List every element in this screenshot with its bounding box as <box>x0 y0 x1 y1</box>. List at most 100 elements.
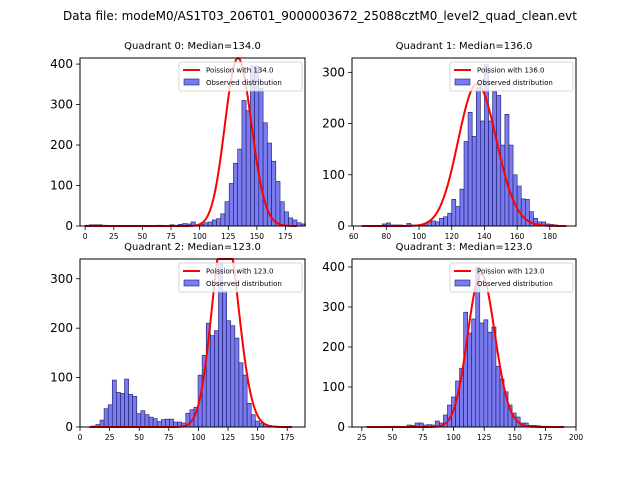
histogram-bar <box>226 320 232 428</box>
y-tick-label: 100 <box>322 380 345 394</box>
x-tick-label: 125 <box>477 433 492 442</box>
histogram-bar <box>237 148 243 227</box>
histogram-bar <box>479 322 485 428</box>
histogram-bar <box>238 362 244 428</box>
x-tick-label: 25 <box>357 433 367 442</box>
x-tick-label: 150 <box>250 433 265 442</box>
histogram-bar <box>430 220 436 227</box>
histogram-bar <box>214 330 219 428</box>
x-tick-label: 175 <box>280 433 295 442</box>
legend-label-observed: Observed distribution <box>477 79 553 87</box>
figure-suptitle: Data file: modeM0/AS1T03_206T01_90000036… <box>63 9 577 23</box>
histogram-bar <box>492 91 498 227</box>
histogram-bar <box>451 199 457 227</box>
histogram-bar <box>211 219 217 227</box>
histogram-bar <box>516 185 522 227</box>
axes-frame <box>351 57 577 227</box>
x-tick-label: 180 <box>543 232 558 241</box>
legend: Poission with 123.0 Observed distribution <box>178 262 303 293</box>
histogram-bar <box>103 408 109 428</box>
histogram-bar <box>107 404 113 428</box>
histogram-bar <box>504 114 510 227</box>
histogram-bar <box>245 110 251 227</box>
subplot-title: Quadrant 3: Median=123.0 <box>396 242 533 253</box>
y-tick-label: 200 <box>322 340 345 354</box>
histogram-bar <box>132 396 138 428</box>
x-tick-label: 150 <box>508 433 523 442</box>
subplot-quadrant-3: Quadrant 3: Median=123.0 0 100 200 300 400 25 5… <box>322 242 583 442</box>
x-tick-label: 50 <box>138 232 148 241</box>
x-tick-label: 75 <box>166 232 176 241</box>
histogram-bar <box>467 332 473 428</box>
x-tick-label: 100 <box>412 232 427 241</box>
axes-frame <box>79 57 306 227</box>
y-tick-label: 300 <box>50 272 73 286</box>
x-tick-label: 60 <box>349 232 359 241</box>
histogram-bar <box>242 374 248 428</box>
x-tick-label: 200 <box>569 433 584 442</box>
y-tick-label: 200 <box>50 321 73 335</box>
x-tick-label: 100 <box>446 433 461 442</box>
y-tick-label: 0 <box>65 219 73 233</box>
histogram-bar <box>508 144 514 227</box>
x-tick-label: 175 <box>278 232 293 241</box>
legend-label-observed: Observed distribution <box>206 280 282 288</box>
x-tick-label: 75 <box>418 433 428 442</box>
histogram-bar <box>165 418 170 428</box>
histogram-bar <box>283 211 289 227</box>
legend-box <box>449 262 574 293</box>
legend-bar-swatch <box>454 279 471 287</box>
y-tick-label: 300 <box>322 300 345 314</box>
subplot-title: Quadrant 1: Median=136.0 <box>396 41 533 52</box>
y-tick-label: 100 <box>50 371 73 385</box>
histogram-bar <box>152 418 158 428</box>
histogram-bar <box>262 122 268 227</box>
y-tick-label: 200 <box>50 138 73 152</box>
x-tick-label: 25 <box>109 232 119 241</box>
histogram-bar <box>435 221 440 227</box>
subplot-title: Quadrant 2: Median=123.0 <box>124 242 261 253</box>
x-tick-label: 100 <box>191 433 206 442</box>
histogram-bar <box>207 221 213 227</box>
axes-frame <box>79 258 306 428</box>
x-tick-label: 125 <box>221 433 236 442</box>
x-tick-label: 140 <box>477 232 492 241</box>
subplot-quadrant-1: Quadrant 1: Median=136.0 0 100 200 300 60 80 10… <box>322 41 577 241</box>
legend-bar-swatch <box>183 279 200 287</box>
y-tick-label: 100 <box>50 179 73 193</box>
histogram-bar <box>169 418 174 428</box>
legend: Poission with 123.0 Observed distribution <box>449 262 574 293</box>
y-tick-label: 0 <box>337 219 345 233</box>
legend-box <box>178 262 303 293</box>
histogram-bar <box>241 100 247 227</box>
legend-box <box>178 61 303 92</box>
histogram-bar <box>471 318 477 428</box>
histogram-bar <box>254 420 260 428</box>
histogram-bar <box>443 216 448 227</box>
x-tick-label: 50 <box>388 433 398 442</box>
histogram-bar <box>246 402 252 428</box>
histogram-bar <box>116 392 121 428</box>
x-tick-label: 75 <box>164 433 174 442</box>
histogram-bar <box>467 111 473 227</box>
y-tick-label: 300 <box>322 65 345 79</box>
histogram-bar <box>275 181 281 227</box>
histogram-bar <box>120 393 125 428</box>
x-tick-label: 50 <box>134 433 144 442</box>
histogram-bar <box>216 218 222 227</box>
histogram-bar <box>220 213 226 227</box>
histogram-bar <box>233 162 238 227</box>
histogram-bar <box>148 416 154 428</box>
histogram-bar <box>488 120 493 227</box>
histogram-bar <box>228 183 234 227</box>
legend-label-poisson: Poission with 123.0 <box>206 268 274 276</box>
histogram-bar <box>487 331 493 428</box>
x-tick-label: 0 <box>83 232 88 241</box>
y-tick-label: 200 <box>322 117 345 131</box>
y-tick-label: 300 <box>50 98 73 112</box>
histogram-bar <box>447 212 453 227</box>
histogram-bar <box>471 136 477 227</box>
legend-label-poisson: Poission with 134.0 <box>206 67 274 75</box>
legend-box <box>449 61 574 92</box>
